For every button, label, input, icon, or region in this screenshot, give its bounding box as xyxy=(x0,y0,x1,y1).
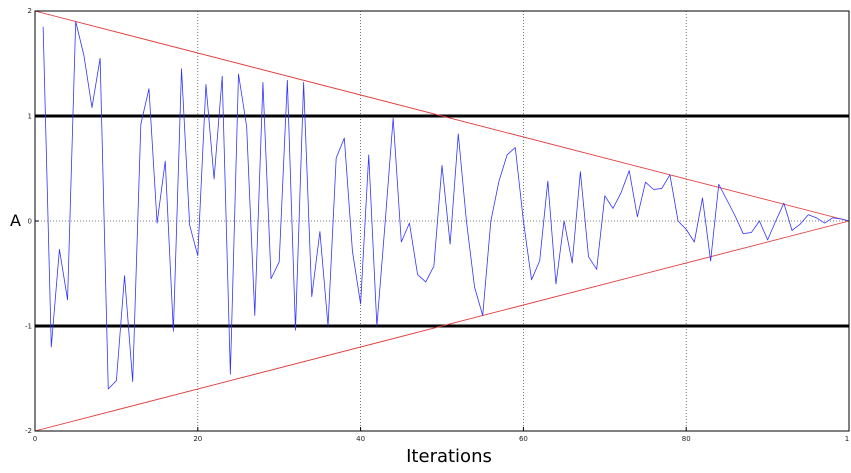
x-tick-label-1: 20 xyxy=(193,435,202,443)
y-axis-label: A xyxy=(10,211,21,230)
x-tick-label-3: 60 xyxy=(519,435,528,443)
y-tick-label-1: -1 xyxy=(25,323,32,331)
y-tick-label-0: -2 xyxy=(25,427,32,435)
signal-series xyxy=(42,21,850,390)
y-tick-label-4: 2 xyxy=(28,7,32,15)
y-tick-label-2: 0 xyxy=(28,218,32,226)
envelope-line-2 xyxy=(34,220,850,432)
envelope-lines xyxy=(34,10,850,432)
y-axis-ticks: -2 -1 0 1 2 xyxy=(25,7,39,435)
x-tick-label-5: 1 xyxy=(845,435,849,443)
x-axis-label: Iterations xyxy=(406,446,492,467)
envelope-line-1 xyxy=(34,10,850,222)
x-tick-label-2: 40 xyxy=(356,435,365,443)
x-tick-label-4: 80 xyxy=(682,435,691,443)
signal-line-0 xyxy=(42,21,850,390)
x-axis-ticks: 0 20 40 60 80 1 xyxy=(33,427,850,443)
y-tick-label-3: 1 xyxy=(28,113,32,121)
x-tick-label-0: 0 xyxy=(33,435,37,443)
